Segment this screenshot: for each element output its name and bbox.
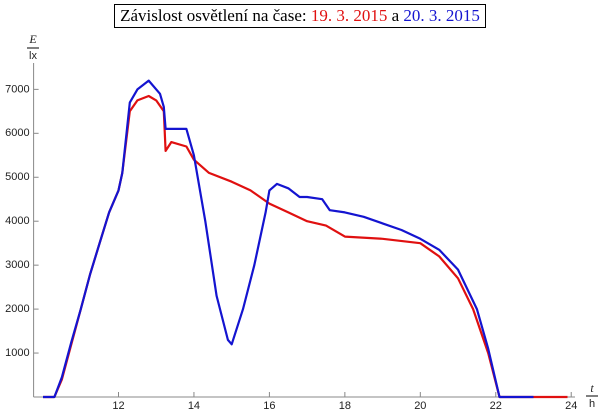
- title-connector: a: [391, 6, 400, 25]
- x-tick-label: 14: [188, 400, 200, 410]
- x-tick-label: 16: [263, 400, 275, 410]
- x-tick-label: 24: [565, 400, 577, 410]
- y-tick-label: 7000: [5, 83, 29, 95]
- y-tick-label: 1000: [5, 347, 29, 359]
- x-label-quantity: t: [590, 381, 594, 395]
- y-tick-label: 3000: [5, 259, 29, 271]
- y-label-unit: lx: [29, 50, 37, 62]
- y-tick-label: 6000: [5, 127, 29, 139]
- x-tick-label: 12: [112, 400, 124, 410]
- y-label-quantity: E: [28, 32, 37, 46]
- legend-entry: 20. 3. 2015: [403, 6, 480, 25]
- series-line: [43, 79, 534, 399]
- title-text: Závislost osvětlení na čase:: [120, 6, 307, 25]
- y-tick-label: 4000: [5, 215, 29, 227]
- x-tick-label: 20: [414, 400, 426, 410]
- chart-title: Závislost osvětlení na čase: 19. 3. 2015…: [114, 4, 486, 28]
- x-tick-label: 22: [490, 400, 502, 410]
- x-label-unit: h: [589, 398, 595, 410]
- title-wrap: Závislost osvětlení na čase: 19. 3. 2015…: [0, 4, 600, 28]
- y-tick-label: 2000: [5, 303, 29, 315]
- y-tick-label: 5000: [5, 171, 29, 183]
- legend-entry: 19. 3. 2015: [310, 6, 388, 25]
- x-tick-label: 18: [339, 400, 351, 410]
